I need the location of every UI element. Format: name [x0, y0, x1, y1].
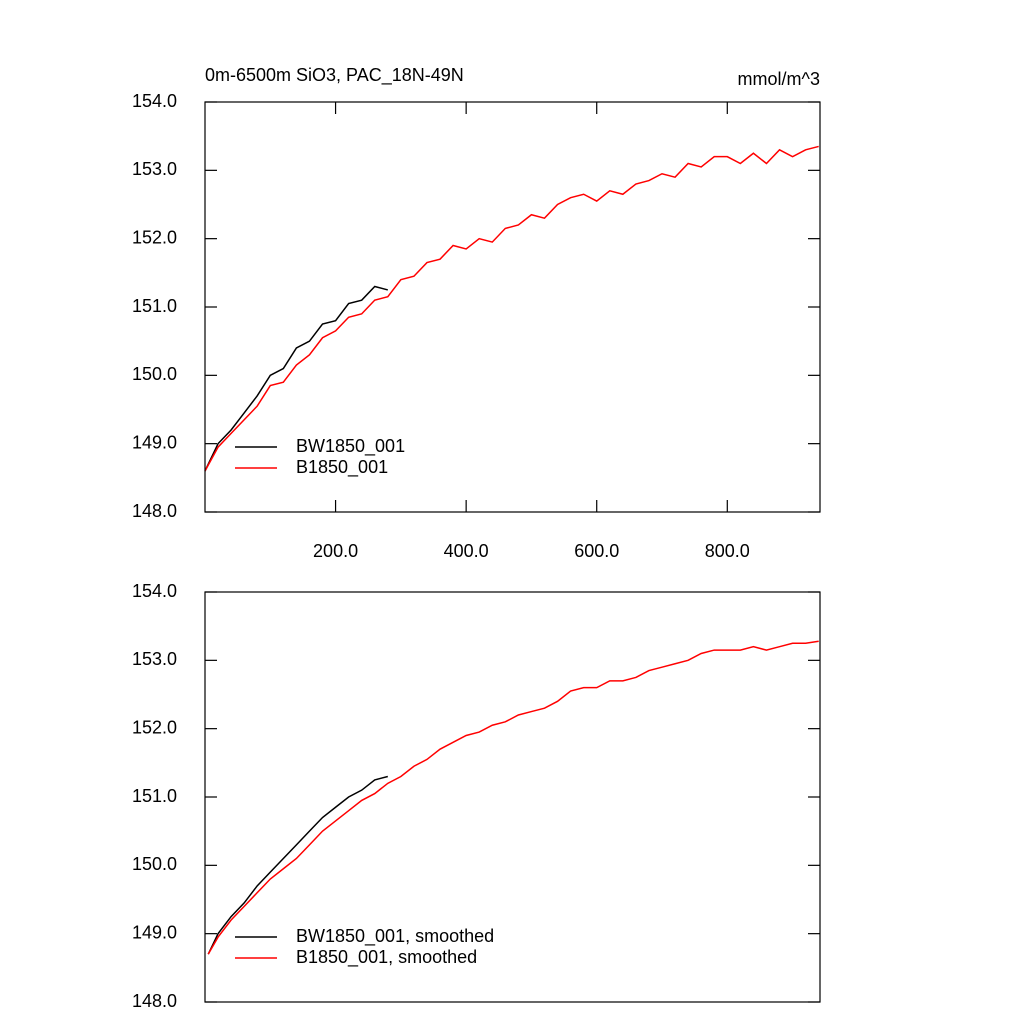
y-tick-label: 154.0 — [132, 581, 177, 601]
chart-title: 0m-6500m SiO3, PAC_18N-49N — [205, 65, 464, 86]
legend-label: BW1850_001, smoothed — [296, 926, 494, 947]
legend-label: B1850_001, smoothed — [296, 947, 477, 968]
data-line — [207, 775, 388, 955]
data-line — [204, 285, 388, 472]
data-line — [204, 145, 819, 472]
y-tick-label: 150.0 — [132, 364, 177, 384]
y-tick-label: 150.0 — [132, 854, 177, 874]
x-tick-label: 800.0 — [705, 541, 750, 561]
x-tick-label: 200.0 — [313, 541, 358, 561]
y-tick-label: 148.0 — [132, 501, 177, 521]
legend-label: BW1850_001 — [296, 436, 405, 457]
y-tick-label: 154.0 — [132, 91, 177, 111]
y-tick-label: 152.0 — [132, 717, 177, 737]
plot-frame — [204, 101, 821, 513]
y-tick-label: 149.0 — [132, 922, 177, 942]
y-tick-label: 148.0 — [132, 991, 177, 1011]
y-tick-label: 149.0 — [132, 432, 177, 452]
y-tick-label: 152.0 — [132, 227, 177, 247]
y-tick-label: 153.0 — [132, 649, 177, 669]
plot-frame — [204, 591, 821, 1003]
y-tick-label: 151.0 — [132, 786, 177, 806]
y-tick-label: 151.0 — [132, 296, 177, 316]
y-tick-label: 153.0 — [132, 159, 177, 179]
x-tick-label: 600.0 — [574, 541, 619, 561]
legend-label: B1850_001 — [296, 457, 388, 478]
data-line — [207, 640, 819, 955]
x-tick-label: 400.0 — [444, 541, 489, 561]
units-label: mmol/m^3 — [738, 69, 820, 89]
